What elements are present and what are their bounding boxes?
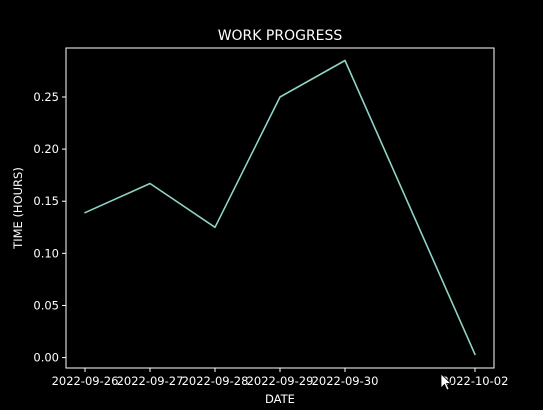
x-tick-label: 2022-09-30 (312, 374, 379, 388)
mouse-cursor-icon (440, 373, 453, 391)
x-tick-label: 2022-09-29 (247, 374, 314, 388)
y-axis: 0.00 0.05 0.10 0.15 0.20 0.25 (33, 90, 66, 365)
y-tick-label: 0.05 (33, 298, 59, 312)
y-axis-label: TIME (HOURS) (11, 167, 25, 250)
series-line (84, 59, 476, 356)
y-tick-label: 0.00 (33, 351, 59, 365)
x-tick-label: 2022-10-02 (442, 374, 509, 388)
chart-title: WORK PROGRESS (218, 28, 343, 44)
x-axis: 2022-09-262022-09-272022-09-282022-09-29… (52, 368, 509, 388)
x-tick-label: 2022-09-26 (52, 374, 119, 388)
y-tick-label: 0.15 (33, 194, 59, 208)
data-points (84, 60, 476, 355)
y-tick-label: 0.25 (33, 90, 59, 104)
x-axis-label: DATE (265, 392, 295, 406)
x-tick-label: 2022-09-28 (182, 374, 249, 388)
y-tick-label: 0.20 (33, 142, 59, 156)
plot-frame (65, 47, 495, 369)
x-tick-label: 2022-09-27 (117, 374, 184, 388)
y-tick-label: 0.10 (33, 246, 59, 260)
